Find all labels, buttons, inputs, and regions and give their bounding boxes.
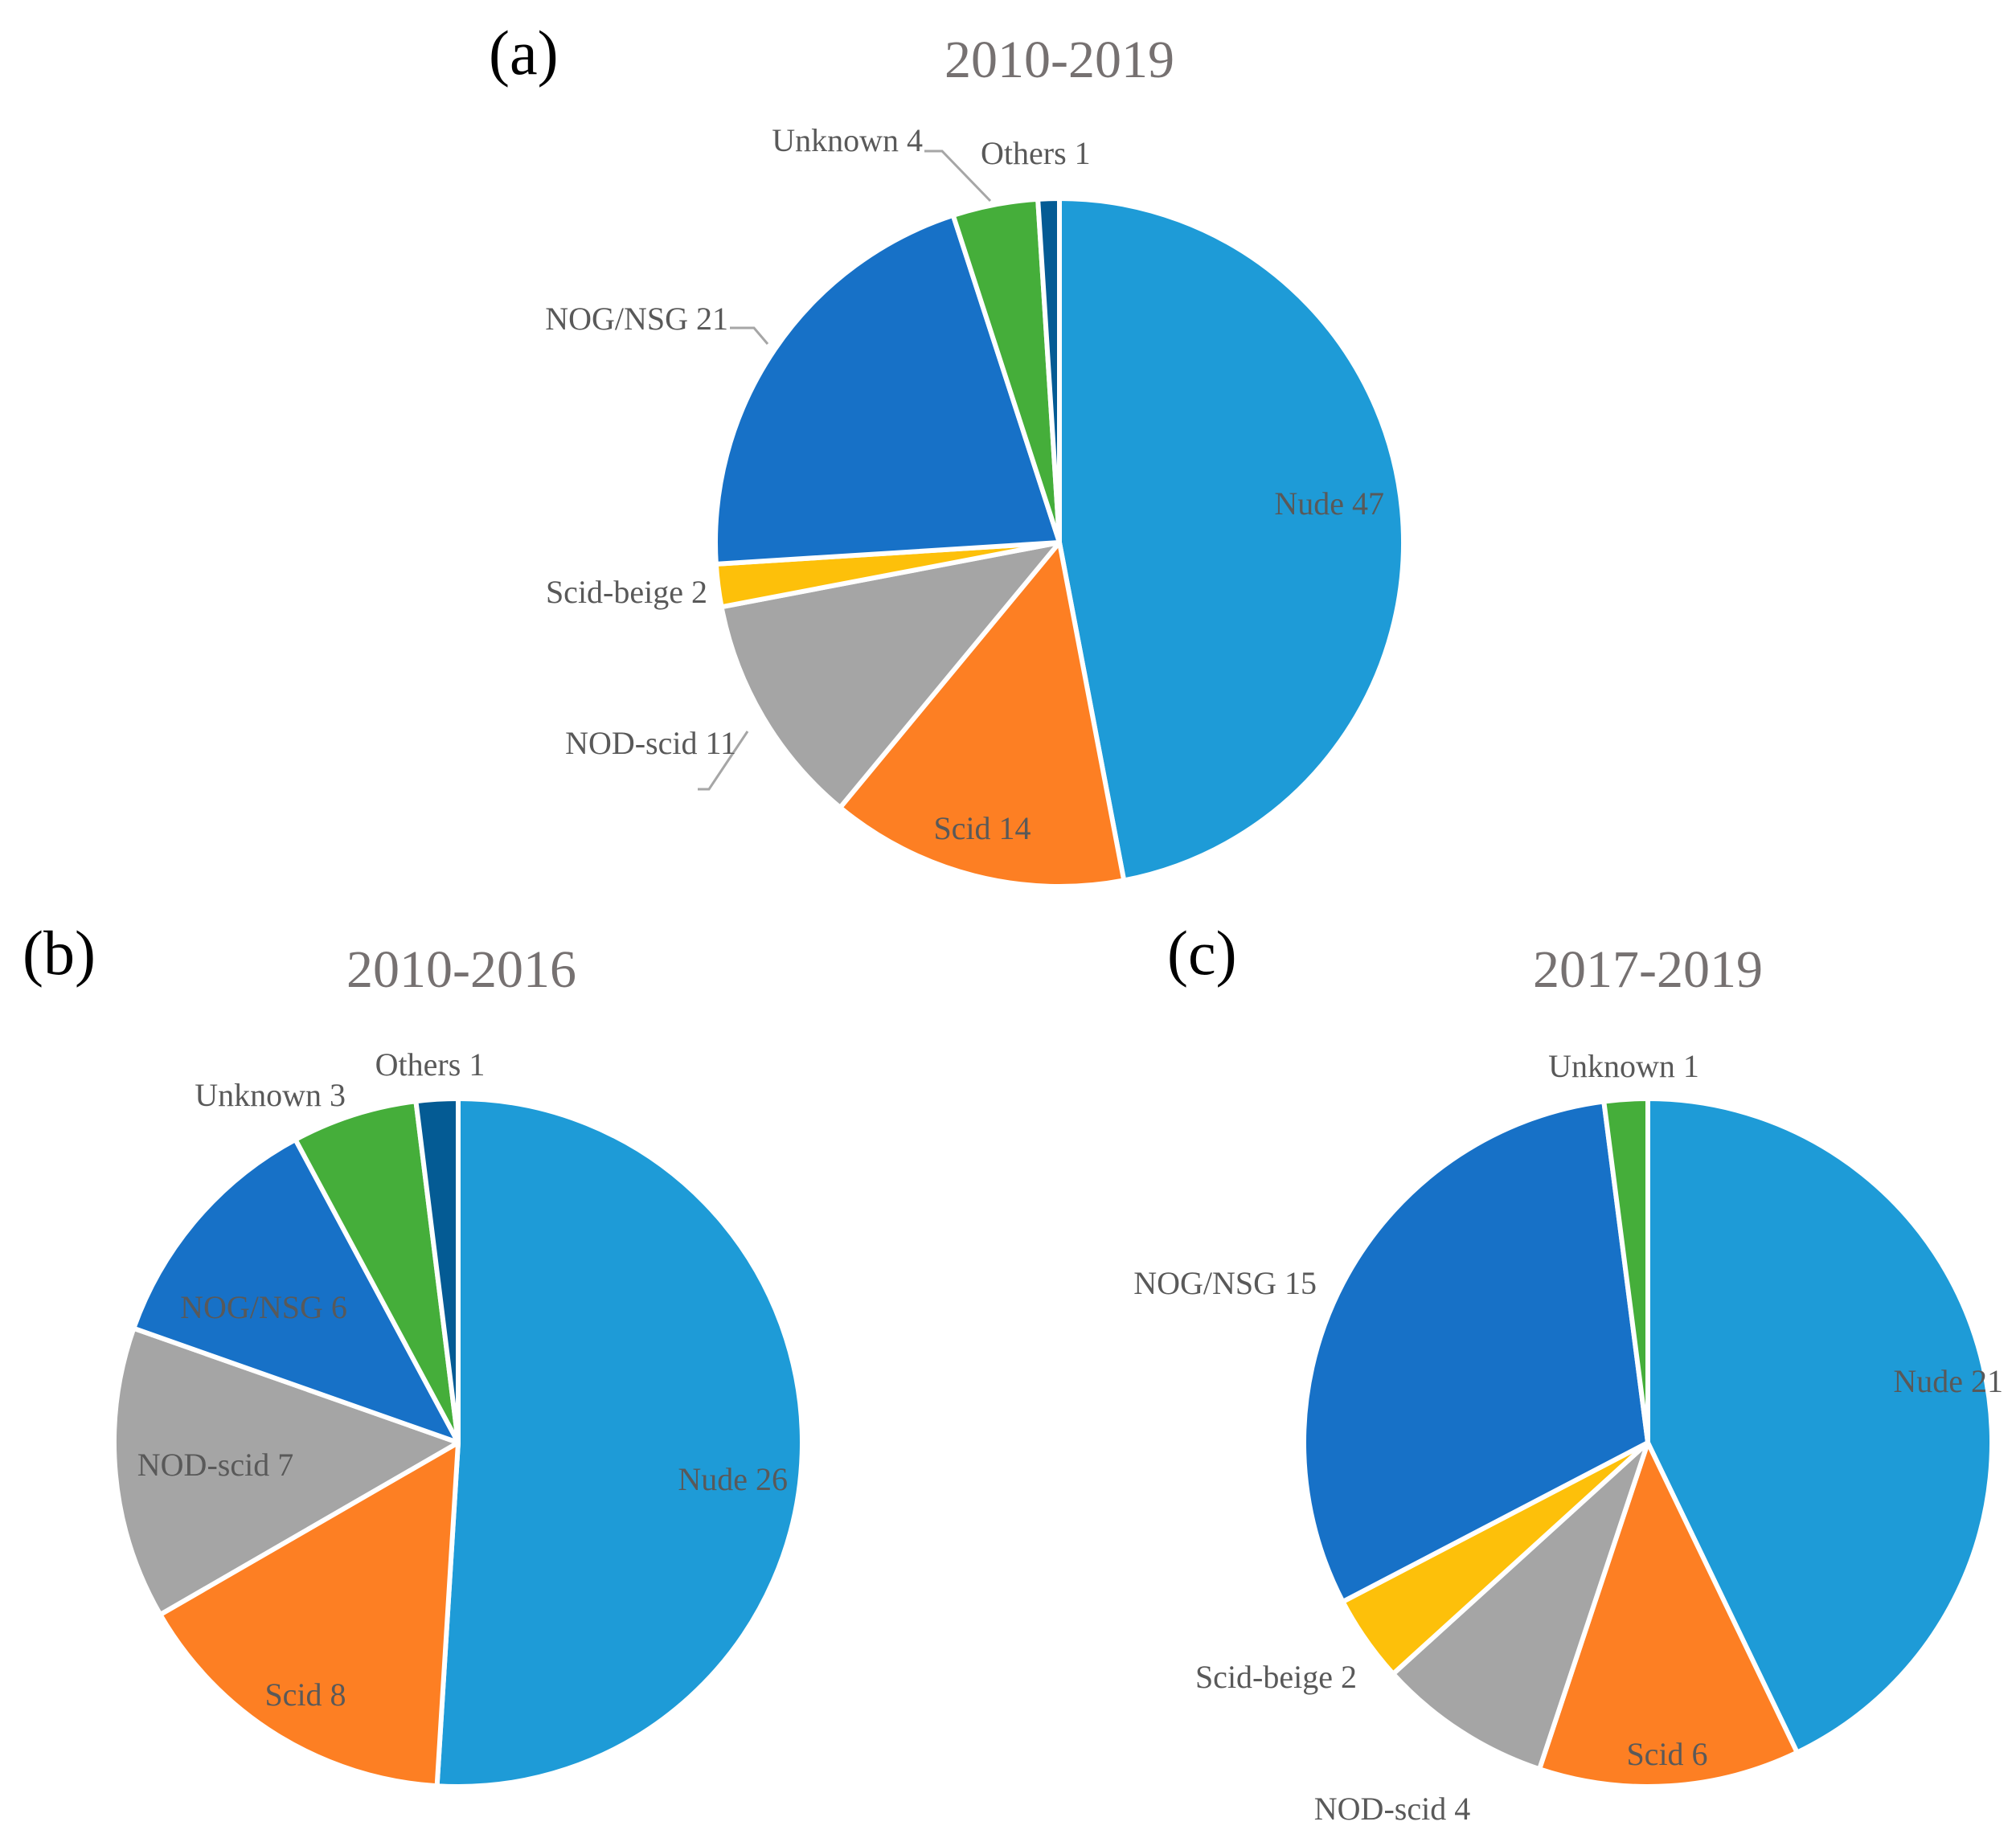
slice-label-nog-nsg-a: NOG/NSG 21 <box>545 301 728 337</box>
slice-scid-c <box>1537 1440 1800 1789</box>
slice-scid-b <box>158 1440 461 1789</box>
slice-nog-nsg-c <box>1301 1099 1650 1604</box>
chart-title-c: 2017-2019 <box>1533 940 1763 999</box>
slice-unknown-c <box>1601 1095 1650 1445</box>
slice-label-others-a: Others 1 <box>981 135 1091 171</box>
chart-title-b: 2010-2016 <box>346 940 576 999</box>
slice-label-nude-b: Nude 26 <box>678 1461 788 1497</box>
slice-label-unknown-a: Unknown 4 <box>772 122 923 158</box>
leader-nod-scid-a <box>698 731 749 791</box>
leader-unknown-a <box>924 149 992 203</box>
slice-label-nude-a: Nude 47 <box>1274 485 1384 522</box>
slice-label-scid-beige-c: Scid-beige 2 <box>1195 1659 1357 1695</box>
slice-label-nod-scid-c: NOD-scid 4 <box>1314 1791 1470 1827</box>
slice-label-nod-scid-b: NOD-scid 7 <box>137 1447 293 1483</box>
slice-nude-b <box>434 1096 805 1789</box>
slice-unknown-b <box>293 1099 461 1445</box>
slice-label-nod-scid-a: NOD-scid 11 <box>565 725 736 761</box>
pie-a <box>713 195 1406 889</box>
slice-label-unknown-c: Unknown 1 <box>1548 1048 1699 1084</box>
leader-nog-nsg-a <box>730 326 769 345</box>
panel-a: (a) 2010-2019 Unknown 4 Others 1 NOG/NSG… <box>489 18 1406 889</box>
slice-scid-a <box>838 540 1127 889</box>
slice-nod-scid-a <box>719 540 1062 810</box>
slice-label-nog-nsg-b: NOG/NSG 6 <box>180 1289 347 1325</box>
slice-label-nog-nsg-c: NOG/NSG 15 <box>1133 1265 1317 1301</box>
slice-others-b <box>413 1095 461 1445</box>
panel-c: (c) 2017-2019 Unknown 1 NOG/NSG 15 Nude … <box>1133 918 2003 1827</box>
slice-label-nude-c: Nude 21 <box>1893 1363 2003 1399</box>
leaders-a <box>698 149 992 791</box>
slice-label-scid-b: Scid 8 <box>264 1676 346 1713</box>
panel-b: (b) 2010-2016 Others 1 Unknown 3 NOG/NSG… <box>23 918 805 1789</box>
pie-c <box>1301 1095 1994 1789</box>
slice-label-scid-beige-a: Scid-beige 2 <box>546 574 707 610</box>
slice-nog-nsg-b <box>131 1136 461 1445</box>
slice-label-unknown-b: Unknown 3 <box>195 1077 346 1113</box>
chart-title-a: 2010-2019 <box>944 31 1174 89</box>
slice-nod-scid-c <box>1391 1440 1650 1772</box>
slice-others-a <box>1035 195 1062 545</box>
slice-label-others-b: Others 1 <box>375 1046 486 1083</box>
panel-letter-a: (a) <box>489 18 559 88</box>
slice-label-scid-a: Scid 14 <box>933 810 1031 846</box>
slice-nog-nsg-a <box>713 212 1062 567</box>
pie-b <box>112 1095 805 1789</box>
slice-nude-a <box>1057 196 1406 883</box>
panel-letter-b: (b) <box>23 918 96 988</box>
slice-label-scid-c: Scid 6 <box>1626 1736 1707 1772</box>
slice-nude-c <box>1645 1096 1994 1755</box>
slice-nod-scid-b <box>112 1325 461 1617</box>
panel-letter-c: (c) <box>1167 918 1237 988</box>
